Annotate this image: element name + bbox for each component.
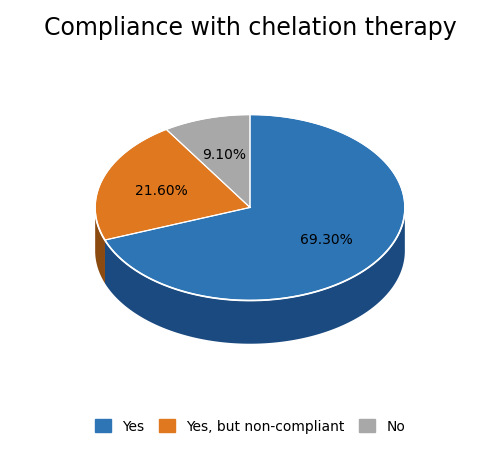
Polygon shape — [95, 130, 250, 241]
Polygon shape — [105, 208, 405, 344]
Title: Compliance with chelation therapy: Compliance with chelation therapy — [44, 16, 457, 39]
Polygon shape — [105, 115, 405, 301]
Text: 9.10%: 9.10% — [202, 148, 246, 162]
Text: 69.30%: 69.30% — [300, 233, 352, 246]
Polygon shape — [95, 207, 105, 284]
Polygon shape — [166, 115, 250, 208]
Legend: Yes, Yes, but non-compliant, No: Yes, Yes, but non-compliant, No — [95, 419, 405, 433]
Text: 21.60%: 21.60% — [136, 184, 188, 197]
